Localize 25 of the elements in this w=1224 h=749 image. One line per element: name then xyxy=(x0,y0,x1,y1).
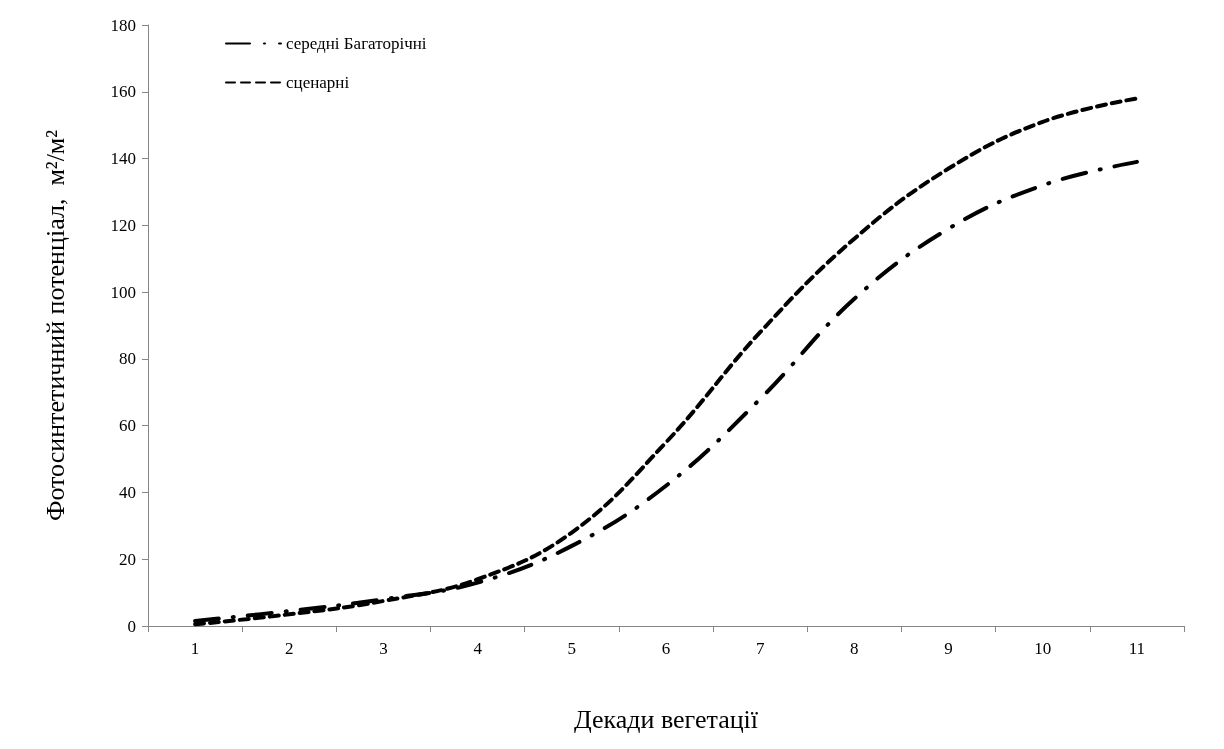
y-tick-label: 0 xyxy=(127,616,136,636)
x-tick-label: 8 xyxy=(850,639,859,658)
y-tick-label: 140 xyxy=(110,149,136,169)
y-tick-label: 160 xyxy=(110,82,136,102)
x-tick-label: 11 xyxy=(1128,639,1146,658)
y-tick-label: 60 xyxy=(119,416,136,436)
x-tick-label: 4 xyxy=(473,639,483,658)
y-tick-label: 20 xyxy=(119,549,136,569)
y-tick-label: 180 xyxy=(110,15,136,35)
x-tick-label: 3 xyxy=(379,639,388,658)
x-tick-label: 2 xyxy=(285,639,294,658)
x-tick-label: 6 xyxy=(661,639,671,658)
y-tick-label: 80 xyxy=(119,349,136,369)
y-axis-title: Фотосинтетичний потенціал, м²/м² xyxy=(40,129,70,522)
legend-label: середні Багаторічні xyxy=(286,34,427,53)
x-tick-label: 9 xyxy=(944,639,953,658)
x-axis-title: Декади вегетації xyxy=(573,704,759,734)
legend-label: сценарні xyxy=(286,73,350,92)
y-tick-label: 40 xyxy=(119,482,136,502)
y-tick-label: 120 xyxy=(110,215,136,235)
x-tick-label: 5 xyxy=(567,639,577,658)
x-tick-label: 10 xyxy=(1034,639,1052,658)
x-tick-label: 1 xyxy=(190,639,200,658)
y-tick-label: 100 xyxy=(110,282,136,302)
x-tick-label: 7 xyxy=(755,639,765,658)
